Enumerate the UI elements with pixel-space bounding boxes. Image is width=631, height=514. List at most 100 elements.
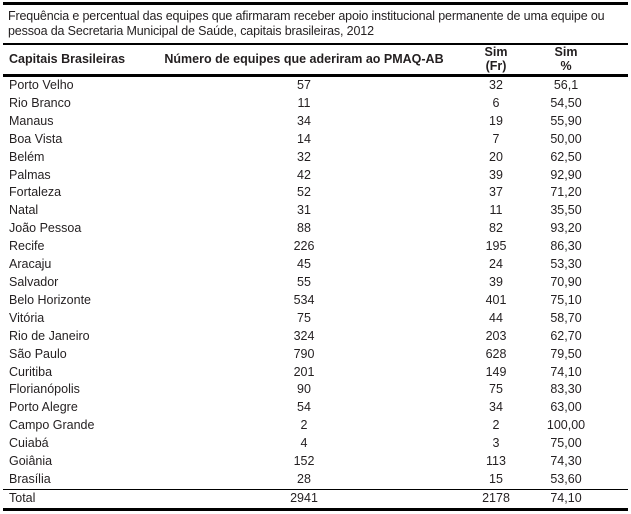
sim-percent-cell: 62,50 <box>550 149 582 164</box>
capital-name-cell: Cuiabá <box>9 436 49 451</box>
sim-percent-cell: 58,70 <box>550 310 582 325</box>
sim-percent-cell: 55,90 <box>550 113 582 128</box>
sim-frequency-cell: 82 <box>489 221 503 236</box>
teams-count-cell: 31 <box>297 203 311 218</box>
sim-frequency-cell: 401 <box>485 292 507 307</box>
header-line-sim: Sim <box>484 45 508 59</box>
sim-percent-cell: 56,1 <box>553 78 579 92</box>
table-row: Belo Horizonte 534 401 75,10 <box>3 292 628 310</box>
teams-count-cell: 75 <box>297 310 311 325</box>
table-row: Boa Vista 14 7 50,00 <box>3 131 628 149</box>
teams-count-cell: 14 <box>297 131 311 146</box>
table-row: Florianópolis 90 75 83,30 <box>3 381 628 399</box>
table-row: Curitiba 201 149 74,10 <box>3 364 628 382</box>
table-row: Goiânia 152 113 74,30 <box>3 453 628 471</box>
table-row: Recife 226 195 86,30 <box>3 238 628 256</box>
teams-count-cell: 790 <box>293 346 315 361</box>
capital-name-cell: Rio de Janeiro <box>9 328 90 343</box>
sim-percent-cell: 50,00 <box>550 131 582 146</box>
sim-percent-cell: 75,00 <box>550 436 582 451</box>
teams-count-cell: 534 <box>293 292 315 307</box>
sim-frequency-cell: 19 <box>489 113 503 128</box>
table-row: Palmas 42 39 92,90 <box>3 167 628 185</box>
capital-name-cell: São Paulo <box>9 346 67 361</box>
sim-percent-cell: 74,10 <box>544 488 628 508</box>
capital-name-cell: Salvador <box>9 274 59 289</box>
capital-name-cell: Rio Branco <box>9 95 71 110</box>
capital-name-cell: Boa Vista <box>9 131 63 146</box>
sim-percent-cell: 53,30 <box>550 257 582 272</box>
sim-percent-cell: 100,00 <box>546 418 586 433</box>
sim-frequency-cell: 37 <box>489 185 503 200</box>
table-row: Vitória 75 44 58,70 <box>3 310 628 328</box>
teams-count-cell: 55 <box>297 274 311 289</box>
capital-name-cell: Natal <box>9 203 39 218</box>
sim-percent-cell: 79,50 <box>550 346 582 361</box>
capital-name-cell: Fortaleza <box>9 185 62 200</box>
header-line-percent: % <box>560 58 572 73</box>
table-bottom-border <box>3 507 628 511</box>
teams-count-cell: 324 <box>293 328 315 343</box>
teams-count-cell: 57 <box>297 78 311 92</box>
capital-name-cell: Aracaju <box>9 257 52 272</box>
table-row: Porto Velho 57 32 56,1 <box>3 76 628 95</box>
capital-name-cell: Florianópolis <box>9 382 80 397</box>
table-row: Salvador 55 39 70,90 <box>3 274 628 292</box>
sim-percent-cell: 74,10 <box>550 364 582 379</box>
teams-count-cell: 52 <box>297 185 311 200</box>
teams-count-cell: 201 <box>293 364 315 379</box>
sim-frequency-cell: 6 <box>492 95 500 110</box>
col-header-sim-fr: Sim (Fr) <box>453 45 544 77</box>
header-line-sim: Sim <box>554 45 578 59</box>
table-row: Campo Grande 2 2 100,00 <box>3 417 628 435</box>
table-row: Manaus 34 19 55,90 <box>3 113 628 131</box>
data-table: Capitais Brasileiras Número de equipes q… <box>3 45 628 508</box>
sim-frequency-cell: 39 <box>489 167 503 182</box>
sim-frequency-cell: 3 <box>492 436 500 451</box>
table-row: Natal 31 11 35,50 <box>3 202 628 220</box>
sim-percent-cell: 54,50 <box>550 95 582 110</box>
capital-name-cell: Total <box>3 488 155 508</box>
sim-frequency-cell: 75 <box>489 382 503 397</box>
sim-percent-cell: 86,30 <box>550 239 582 254</box>
sim-frequency-cell: 11 <box>489 203 503 218</box>
teams-count-cell: 90 <box>297 382 311 397</box>
capital-name-cell: Palmas <box>9 167 51 182</box>
sim-percent-cell: 53,60 <box>550 471 582 486</box>
capital-name-cell: João Pessoa <box>9 221 82 236</box>
table-title: Frequência e percentual das equipes que … <box>3 5 628 43</box>
table-row: João Pessoa 88 82 93,20 <box>3 220 628 238</box>
table-row: Rio de Janeiro 324 203 62,70 <box>3 328 628 346</box>
sim-frequency-cell: 20 <box>489 149 503 164</box>
table-row: Porto Alegre 54 34 63,00 <box>3 399 628 417</box>
teams-count-cell: 42 <box>297 167 311 182</box>
teams-count-cell: 32 <box>297 149 311 164</box>
capital-name-cell: Goiânia <box>9 454 53 469</box>
teams-count-cell: 54 <box>297 400 311 415</box>
teams-count-cell: 152 <box>293 454 315 469</box>
teams-count-cell: 2941 <box>155 488 453 508</box>
sim-percent-cell: 62,70 <box>550 328 582 343</box>
capital-name-cell: Recife <box>9 239 45 254</box>
sim-frequency-cell: 2178 <box>453 488 544 508</box>
teams-count-cell: 11 <box>297 95 311 110</box>
capital-name-cell: Belo Horizonte <box>9 292 91 307</box>
col-header-numero-equipes-pmaq: Número de equipes que aderiram ao PMAQ-A… <box>155 45 453 77</box>
capital-name-cell: Campo Grande <box>9 418 95 433</box>
teams-count-cell: 34 <box>297 113 311 128</box>
table-title-line-1: Frequência e percentual das equipes que … <box>8 9 605 23</box>
sim-percent-cell: 71,20 <box>550 185 582 200</box>
sim-frequency-cell: 2 <box>492 418 500 433</box>
sim-percent-cell: 70,90 <box>550 274 582 289</box>
sim-percent-cell: 63,00 <box>550 400 582 415</box>
sim-frequency-cell: 113 <box>486 454 506 469</box>
sim-frequency-cell: 32 <box>489 78 503 92</box>
sim-frequency-cell: 203 <box>485 328 507 343</box>
capital-name-cell: Vitória <box>9 310 45 325</box>
sim-frequency-cell: 149 <box>485 364 507 379</box>
capital-name-cell: Curitiba <box>9 364 53 379</box>
sim-frequency-cell: 44 <box>489 310 503 325</box>
sim-frequency-cell: 628 <box>485 346 507 361</box>
sim-percent-cell: 74,30 <box>550 454 582 469</box>
